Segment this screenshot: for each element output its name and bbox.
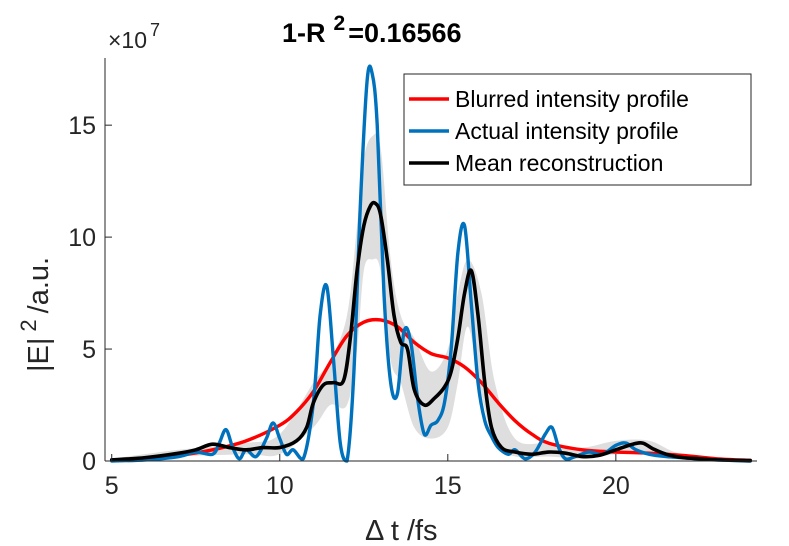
mean-reconstruction-line	[109, 200, 753, 463]
y-multiplier-exponent: 7	[150, 20, 160, 40]
y-tick-label: 15	[68, 112, 96, 140]
x-tick-label: 5	[105, 472, 119, 500]
y-tick-label: 5	[82, 336, 96, 364]
actual-intensity-line	[110, 64, 752, 463]
x-tick-label: 10	[266, 472, 294, 500]
legend-item-actual: Actual intensity profile	[409, 118, 679, 144]
legend-item-mean: Mean reconstruction	[409, 150, 663, 176]
plot-area	[109, 64, 753, 463]
x-tick-label: 20	[602, 472, 630, 500]
x-tick-label: 15	[434, 472, 462, 500]
legend-label: Actual intensity profile	[455, 118, 679, 144]
y-multiplier: ×10 7	[108, 20, 160, 53]
chart-title: 1-R 2 =0.16566	[282, 12, 462, 48]
legend-item-blurred: Blurred intensity profile	[409, 86, 689, 112]
y-axis-label: |E|2/a.u.	[16, 257, 55, 372]
legend-label: Blurred intensity profile	[455, 86, 689, 112]
blurred-intensity-line	[110, 317, 752, 463]
legend: Blurred intensity profile Actual intensit…	[403, 73, 752, 186]
title-value: =0.16566	[348, 18, 461, 48]
title-superscript: 2	[334, 12, 346, 35]
x-axis-label: Δ t /fs	[365, 515, 438, 546]
y-tick-label: 10	[68, 224, 96, 252]
uncertainty-band	[111, 133, 751, 461]
legend-box	[403, 73, 752, 186]
ylabel-unit: /a.u.	[23, 257, 55, 313]
legend-label: Mean reconstruction	[455, 150, 663, 176]
ylabel-superscript: 2	[16, 319, 41, 331]
y-tick-label: 0	[82, 448, 96, 476]
